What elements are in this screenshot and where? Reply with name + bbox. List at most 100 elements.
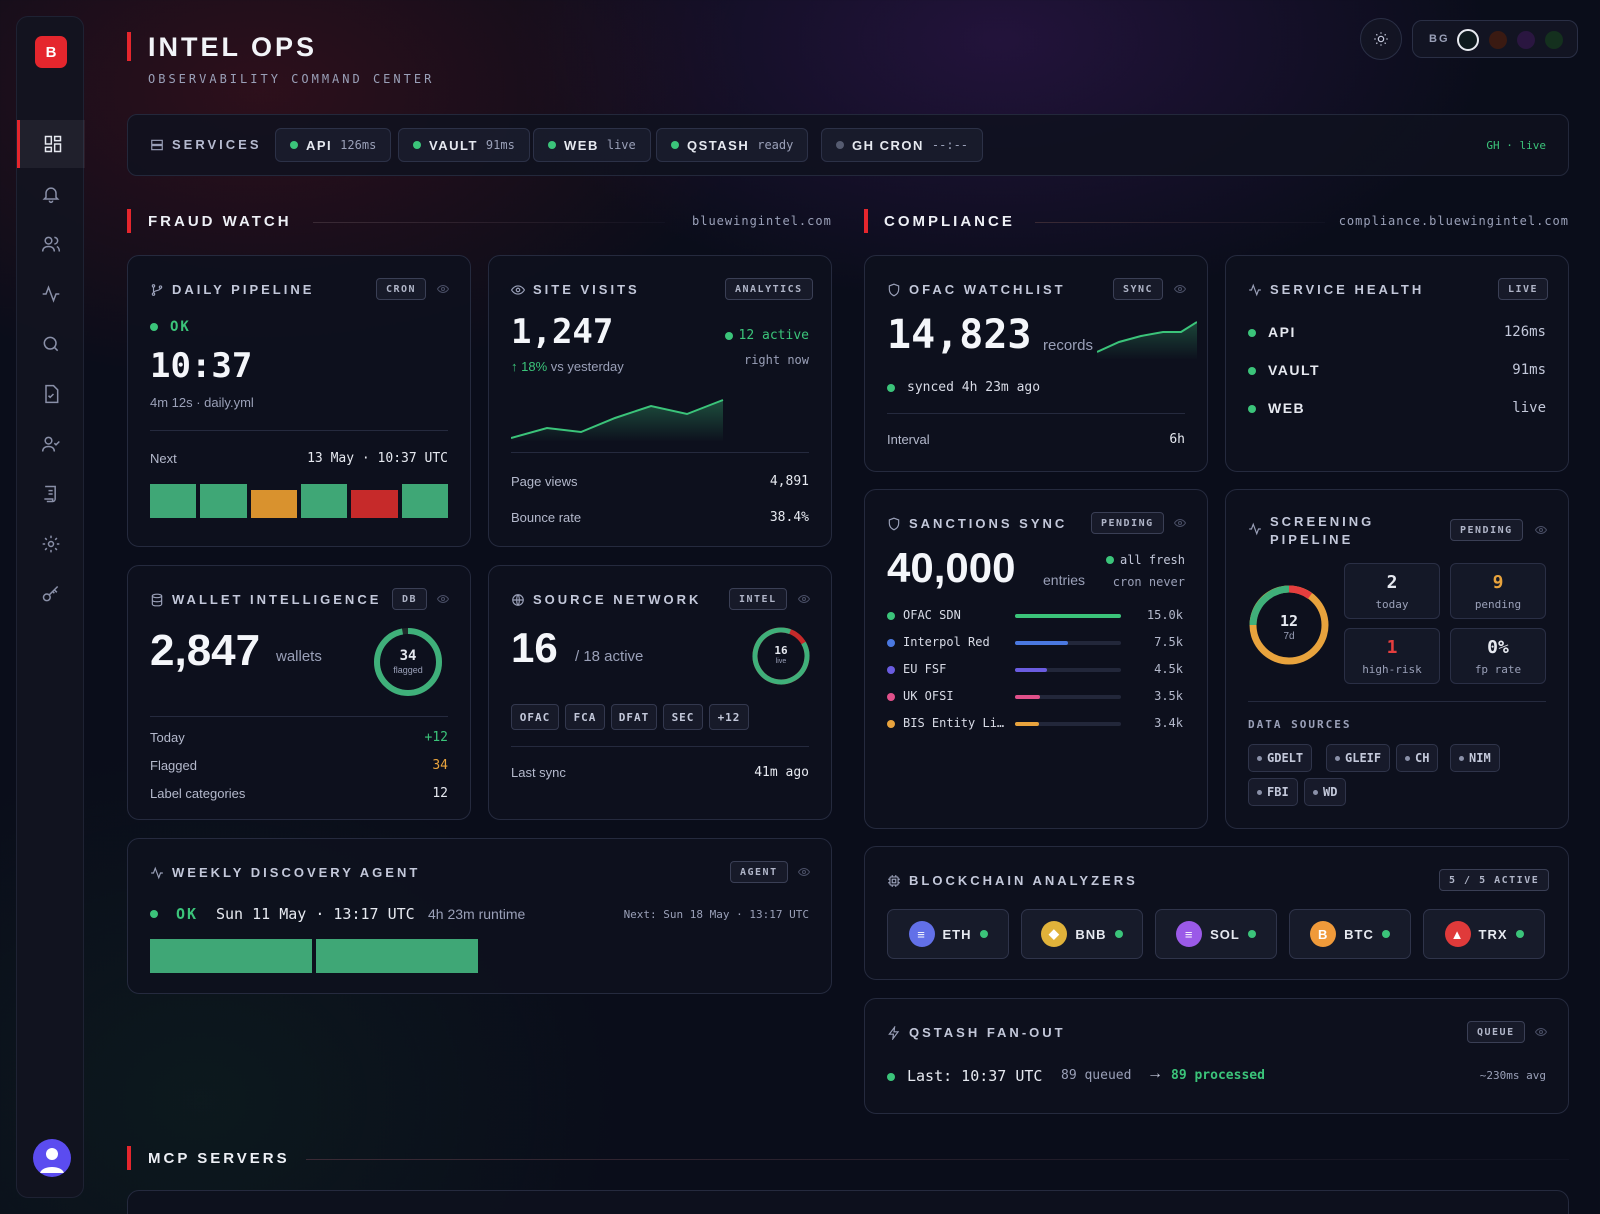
eye-icon[interactable]	[1174, 517, 1186, 529]
status-dot	[150, 323, 158, 331]
data-source-name: FBI	[1267, 785, 1289, 799]
card-title-text: WALLET INTELLIGENCE	[172, 592, 382, 607]
nav-logs[interactable]	[17, 470, 85, 518]
data-source-chip[interactable]: NIM	[1450, 744, 1500, 772]
file-check-icon	[45, 384, 59, 404]
card-service-health: SERVICE HEALTH LIVE API 126ms VAULT 91ms…	[1225, 255, 1569, 472]
chain-button-bnb[interactable]: ◆ BNB	[1021, 909, 1143, 959]
card-title-text: SITE VISITS	[533, 282, 640, 297]
data-source-chip[interactable]: CH	[1396, 744, 1439, 772]
eye-icon[interactable]	[1174, 283, 1186, 295]
source-bar-fill	[1015, 695, 1040, 699]
nav-settings[interactable]	[17, 520, 85, 568]
data-source-name: NIM	[1469, 751, 1491, 765]
qstash-processed: 89 processed	[1171, 1068, 1265, 1083]
stat-number: 1	[1386, 637, 1398, 658]
section-domain-compliance[interactable]: compliance.bluewingintel.com	[1338, 214, 1569, 228]
run-bar	[200, 484, 247, 518]
app-logo[interactable]: B	[35, 36, 67, 68]
chain-button-sol[interactable]: ≡ SOL	[1155, 909, 1277, 959]
nav-user-check[interactable]	[17, 420, 85, 468]
status-dot	[979, 930, 988, 938]
nav-dashboard[interactable]	[17, 120, 85, 168]
stat-label: Bounce rate	[511, 510, 582, 525]
service-value: live	[606, 138, 636, 152]
service-chip-api[interactable]: API 126ms	[275, 128, 392, 162]
card-title-text: QSTASH FAN-OUT	[909, 1025, 1066, 1040]
card-weekly-discovery-agent: WEEKLY DISCOVERY AGENT AGENT OK Sun 11 M…	[127, 838, 832, 994]
service-chip-qstash[interactable]: QSTASH ready	[656, 128, 809, 162]
section-domain-fraud[interactable]: bluewingintel.com	[692, 214, 832, 228]
chain-button-eth[interactable]: ≡ ETH	[887, 909, 1009, 959]
data-source-chip[interactable]: GLEIF	[1326, 744, 1391, 772]
stat-value: 38.4%	[769, 510, 809, 525]
source-bar-fill	[1015, 641, 1068, 645]
nav-reports[interactable]	[17, 370, 85, 418]
card-title: QSTASH FAN-OUT	[887, 1025, 1066, 1040]
eye-icon[interactable]	[798, 593, 810, 605]
eye-icon[interactable]	[437, 593, 449, 605]
agent-tag: AGENT	[730, 861, 788, 883]
bg-swatch-4[interactable]	[1545, 31, 1563, 49]
cron-text: cron never	[1112, 575, 1185, 589]
freshness: all fresh	[1105, 553, 1185, 567]
bg-swatch-2[interactable]	[1489, 31, 1507, 49]
stat-pending: 9 pending	[1450, 563, 1546, 619]
eye-icon[interactable]	[798, 866, 810, 878]
agent-runtime: 4h 23m runtime	[428, 906, 526, 922]
user-avatar[interactable]	[33, 1139, 71, 1177]
fresh-text: all fresh	[1119, 553, 1185, 567]
status-dot	[413, 141, 421, 149]
nav-search[interactable]	[17, 320, 85, 368]
qstash-queued: 89 queued	[1061, 1068, 1132, 1083]
status-dot	[1105, 556, 1114, 564]
card-title-text: OFAC WATCHLIST	[909, 282, 1066, 297]
stat-label: pending	[1474, 598, 1522, 611]
last-sync-label: Last sync	[511, 765, 566, 780]
sun-icon	[1374, 32, 1388, 46]
divider	[150, 716, 448, 717]
analytics-tag: ANALYTICS	[725, 278, 813, 300]
ring-value: 16	[774, 644, 788, 657]
stat-value: +12	[424, 730, 448, 745]
service-chip-web[interactable]: WEB live	[533, 128, 651, 162]
data-source-chip[interactable]: GDELT	[1248, 744, 1313, 772]
data-source-chip[interactable]: WD	[1304, 778, 1347, 806]
nav-alerts[interactable]	[17, 170, 85, 218]
data-source-chip[interactable]: FBI	[1248, 778, 1298, 806]
nav-activity[interactable]	[17, 270, 85, 318]
arrow-right-icon: →	[1147, 1065, 1163, 1082]
source-tag[interactable]: DFAT	[611, 704, 657, 730]
bg-swatch-1[interactable]	[1457, 29, 1479, 51]
chain-button-trx[interactable]: ▲ TRX	[1423, 909, 1545, 959]
card-title: WEEKLY DISCOVERY AGENT	[150, 865, 420, 880]
sanctions-unit: entries	[1043, 572, 1086, 588]
nav-keys[interactable]	[17, 570, 85, 618]
stat-label: Label categories	[150, 786, 246, 801]
live-sources-ring	[752, 627, 810, 685]
eye-icon[interactable]	[437, 283, 449, 295]
trx-coin-icon: ▲	[1444, 921, 1471, 947]
eye-icon	[511, 284, 525, 295]
data-source-name: CH	[1415, 751, 1430, 765]
source-name: Interpol Red	[903, 635, 990, 649]
run-bar	[401, 484, 448, 518]
source-tag[interactable]: SEC	[663, 704, 703, 730]
nav-users[interactable]	[17, 220, 85, 268]
ofac-sparkline	[1097, 321, 1197, 360]
source-dot	[887, 639, 895, 647]
bg-swatch-3[interactable]	[1517, 31, 1535, 49]
source-tag[interactable]: FCA	[565, 704, 605, 730]
chain-name: SOL	[1210, 926, 1240, 942]
ring-value: 12	[1279, 612, 1299, 630]
active-now: 12 active	[724, 328, 809, 343]
service-chip-vault[interactable]: VAULT 91ms	[398, 128, 530, 162]
eye-icon[interactable]	[1535, 1026, 1547, 1038]
source-count: 15.0k	[1146, 608, 1183, 622]
source-tag-more[interactable]: +12	[709, 704, 749, 730]
service-chip-gh-cron[interactable]: GH CRON --:--	[821, 128, 984, 162]
chain-button-btc[interactable]: B BTC	[1289, 909, 1411, 959]
eye-icon[interactable]	[1535, 524, 1547, 536]
source-tag[interactable]: OFAC	[511, 704, 559, 730]
theme-toggle-button[interactable]	[1360, 18, 1402, 60]
